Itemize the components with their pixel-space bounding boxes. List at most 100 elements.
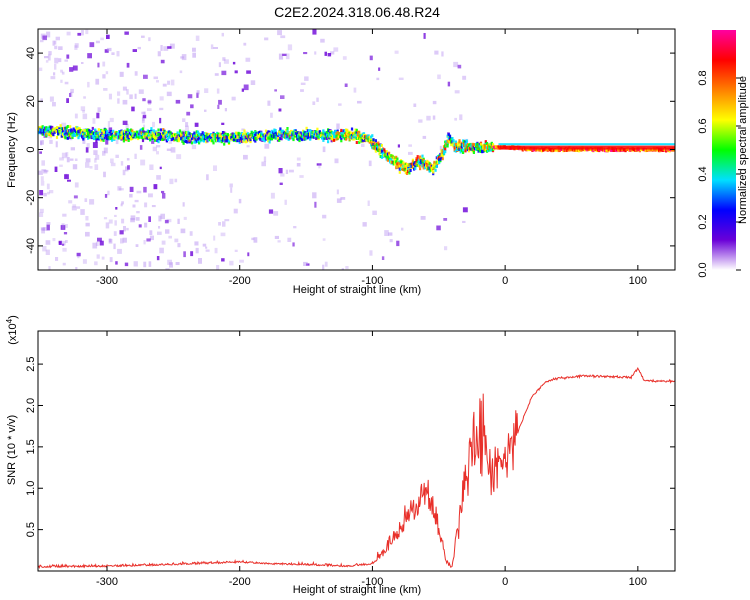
heat-cell: [428, 166, 431, 170]
heat-cell: [256, 136, 259, 140]
heat-cell: [231, 138, 234, 141]
heat-speckle: [93, 150, 98, 155]
heat-cell: [200, 138, 203, 142]
colorbar-tick-label: 0.2: [697, 214, 709, 229]
heat-cell: [330, 139, 333, 143]
heat-cell: [325, 133, 328, 137]
heat-cell: [417, 164, 420, 168]
heat-cell: [98, 136, 102, 140]
heat-speckle: [147, 108, 152, 111]
heat-speckle: [60, 225, 66, 230]
heat-cell: [236, 135, 239, 139]
heat-cell: [484, 148, 487, 152]
heat-cell: [287, 136, 290, 140]
heat-cell: [267, 130, 270, 134]
heat-cell: [404, 166, 407, 170]
heat-speckle: [92, 118, 96, 124]
heat-cell: [571, 148, 575, 152]
y-tick-label: 40: [25, 47, 37, 59]
heat-cell: [182, 131, 185, 135]
heat-speckle: [434, 50, 439, 55]
heat-cell: [82, 137, 85, 141]
heat-cell: [131, 134, 134, 138]
heat-cell: [313, 130, 317, 134]
heat-cell: [358, 140, 361, 144]
heat-cell: [139, 133, 142, 137]
heat-cell: [42, 132, 45, 136]
heat-speckle: [334, 158, 339, 164]
heat-cell: [483, 145, 486, 149]
heat-speckle: [372, 210, 377, 215]
heat-speckle: [156, 80, 159, 83]
y-tick-label: 2.5: [25, 356, 37, 371]
heat-cell: [386, 152, 389, 156]
heat-cell: [38, 126, 41, 130]
heat-cell: [402, 168, 405, 171]
colorbar: 0.00.20.40.60.8 Normalized spectral ampl…: [697, 30, 749, 278]
heat-speckle: [126, 89, 129, 95]
heat-cell: [466, 146, 469, 150]
heat-speckle: [459, 114, 463, 121]
heat-cell: [432, 172, 435, 176]
heat-speckle: [261, 161, 266, 167]
heat-cell: [183, 133, 186, 137]
heat-cell: [551, 149, 554, 153]
heat-speckle: [278, 168, 283, 174]
heat-cell: [180, 137, 183, 141]
heat-cell: [114, 131, 117, 135]
heat-cell: [404, 171, 407, 175]
heat-speckle: [194, 241, 199, 246]
heat-cell: [88, 129, 91, 133]
heat-cell: [81, 129, 84, 133]
heat-cell: [285, 136, 288, 140]
snr-y-label: SNR (10 * v/v): [6, 415, 18, 485]
heat-speckle: [166, 148, 172, 151]
heat-cell: [46, 131, 49, 135]
heat-speckle: [268, 209, 274, 214]
heat-cell: [349, 131, 352, 135]
heat-cell: [439, 155, 442, 159]
heat-speckle: [103, 88, 108, 91]
heat-cell: [210, 133, 213, 137]
heat-cell: [101, 131, 104, 135]
heat-speckle: [97, 237, 102, 242]
heat-cell: [130, 137, 133, 141]
heat-cell: [264, 129, 268, 133]
heat-cell: [122, 139, 125, 143]
heat-cell: [489, 142, 492, 146]
heat-cell: [592, 149, 595, 152]
heat-speckle: [218, 99, 222, 105]
heat-cell: [488, 144, 491, 148]
heat-cell: [276, 138, 280, 142]
heat-cell: [315, 137, 318, 140]
heat-cell: [414, 166, 417, 170]
heat-cell: [574, 148, 577, 152]
heat-cell: [479, 146, 483, 149]
heat-cell: [340, 139, 343, 143]
heat-cell: [462, 151, 465, 154]
heat-cell: [199, 134, 202, 138]
y-tick-label: 1.0: [25, 481, 37, 496]
heat-cell: [355, 128, 358, 132]
heat-speckle: [158, 226, 161, 229]
heat-cell: [356, 133, 360, 137]
heat-cell: [47, 126, 50, 130]
heat-speckle: [39, 208, 44, 213]
heat-speckle: [92, 142, 98, 148]
heat-speckle: [148, 216, 151, 222]
heat-speckle: [85, 162, 90, 168]
heat-cell: [261, 132, 264, 136]
heat-speckle: [170, 79, 175, 86]
heat-cell: [125, 136, 128, 140]
heat-cell: [79, 133, 82, 137]
heat-cell: [457, 141, 460, 145]
heat-cell: [130, 128, 133, 132]
heat-cell: [187, 136, 190, 140]
heat-speckle: [142, 98, 146, 102]
heat-speckle: [119, 230, 124, 235]
heat-cell: [371, 146, 374, 150]
heat-speckle: [368, 160, 372, 167]
heat-cell: [374, 147, 377, 151]
heat-cell: [85, 132, 88, 135]
heat-cell: [67, 131, 71, 135]
